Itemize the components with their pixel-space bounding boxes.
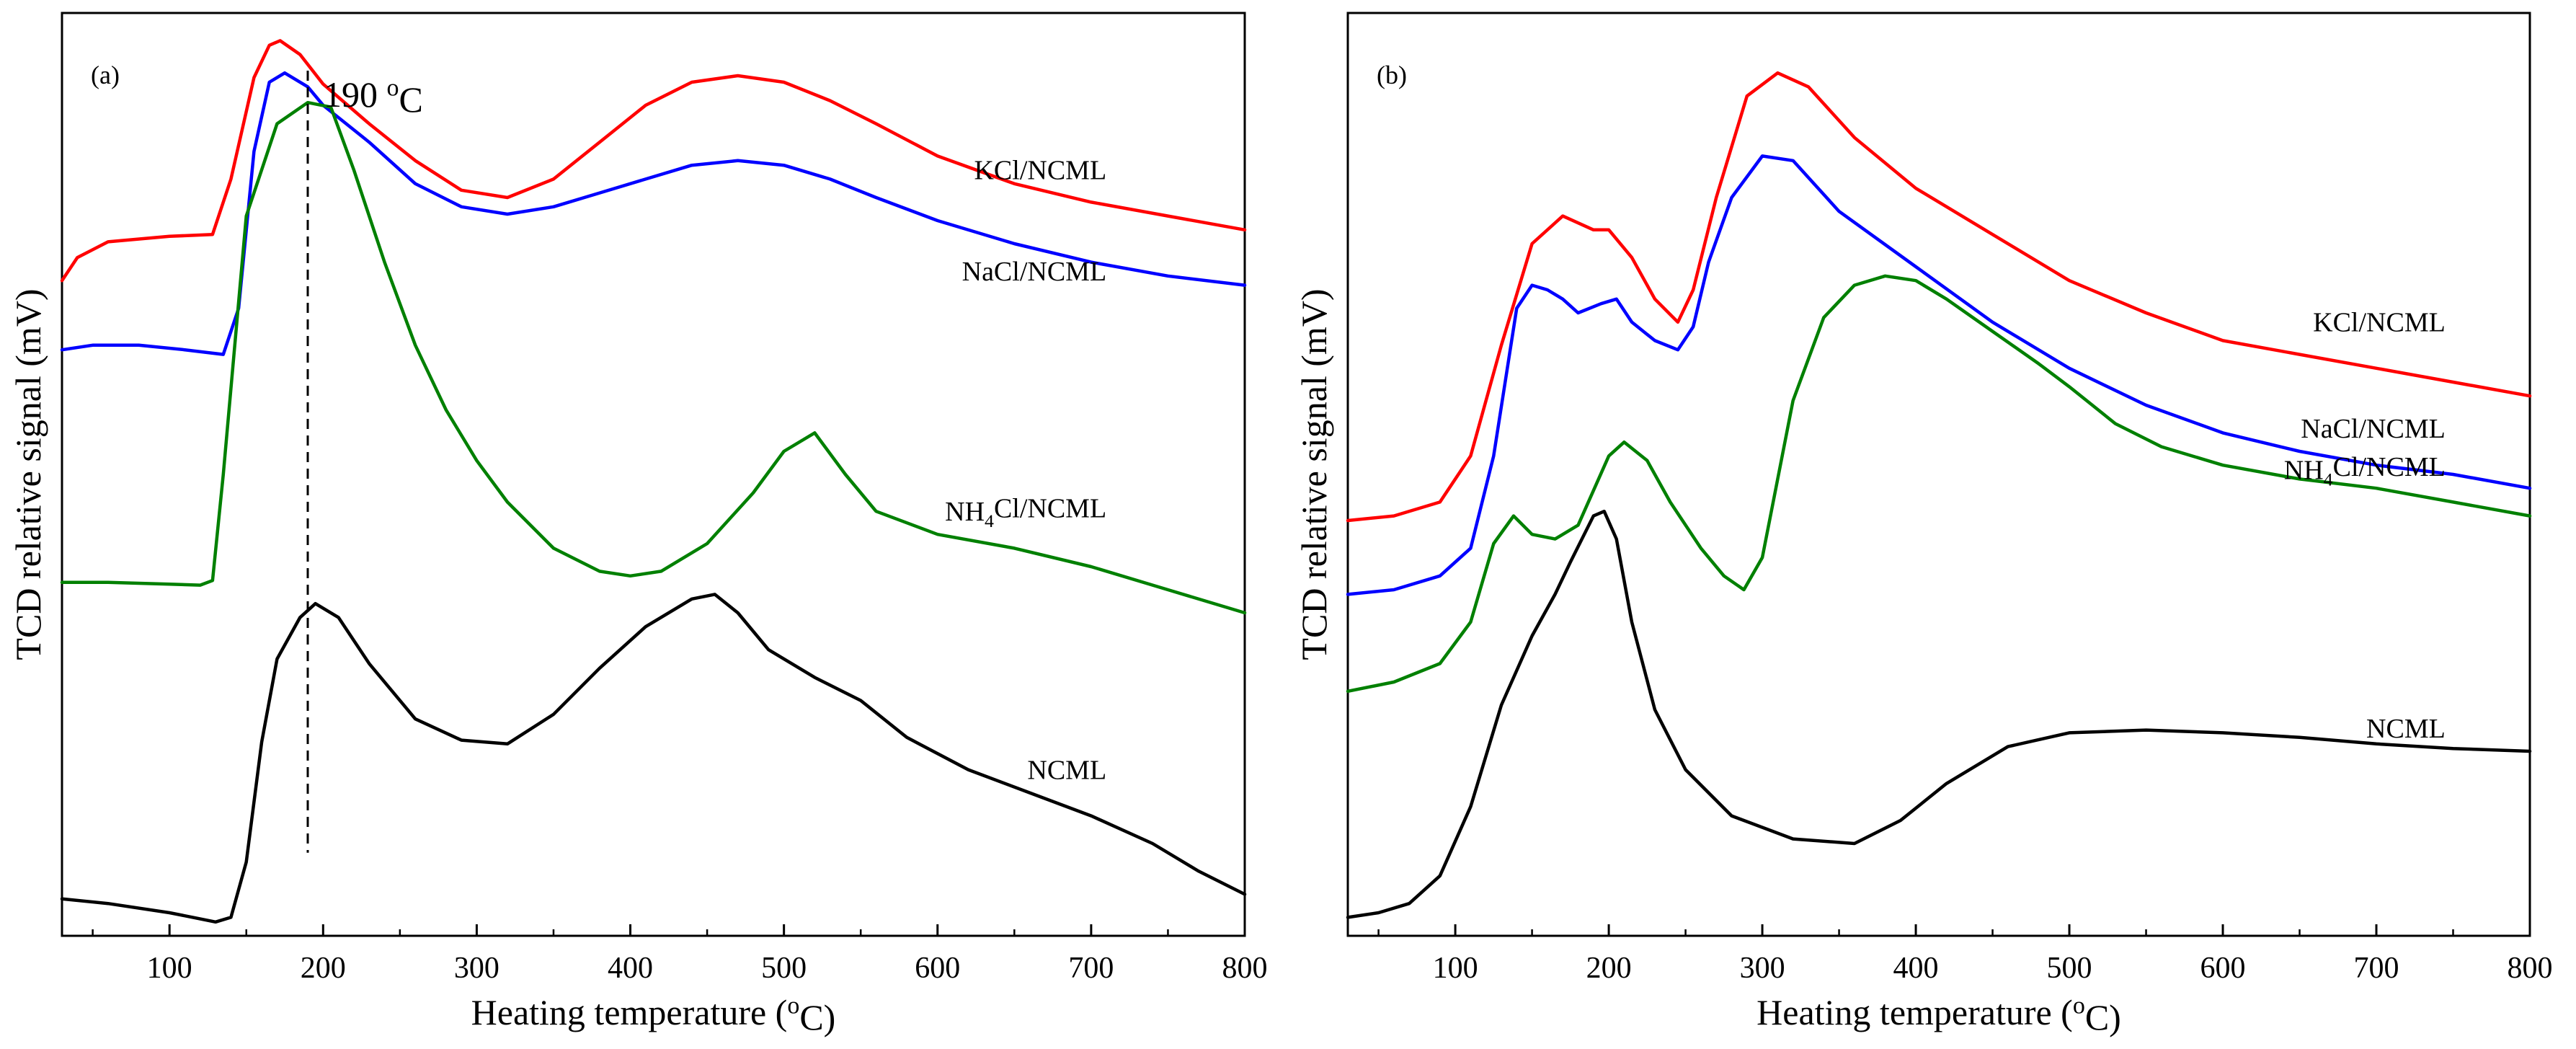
series-line-kcl-ncml xyxy=(60,39,1247,283)
series-line-nacl-ncml xyxy=(1346,154,2532,596)
y-axis-label: TCD relative signal (mV) xyxy=(8,288,48,660)
plot-frame xyxy=(61,12,1246,937)
x-axis-label: Heating temperature (oC) xyxy=(1756,992,2121,1037)
x-tick-label: 400 xyxy=(1893,952,1939,985)
x-tick-label: 700 xyxy=(2354,952,2399,985)
x-tick-label: 500 xyxy=(2047,952,2092,985)
series-line-nh4cl-ncml xyxy=(60,100,1247,615)
series-line-kcl-ncml xyxy=(1346,71,2532,523)
x-tick-label: 300 xyxy=(1740,952,1785,985)
panel-b: 100 200 300 400 500 600 700 800 Heating temperat… xyxy=(1294,12,2553,1037)
x-tick-label: 800 xyxy=(2508,952,2553,985)
x-tick-label: 200 xyxy=(1586,952,1632,985)
x-tick-label: 100 xyxy=(1433,952,1478,985)
series-label: NCML xyxy=(1027,755,1106,785)
x-tick-label: 600 xyxy=(2200,952,2246,985)
series-label: NaCl/NCML xyxy=(962,257,1107,287)
x-tick-label: 500 xyxy=(761,952,807,985)
x-tick-label: 200 xyxy=(301,952,346,985)
panel-label: (b) xyxy=(1377,61,1407,89)
series-label: NH4Cl/NCML xyxy=(2284,452,2446,490)
series-line-ncml xyxy=(60,593,1247,924)
x-tick-label: 800 xyxy=(1222,952,1268,985)
series-line-nacl-ncml xyxy=(60,71,1247,356)
series-label: KCl/NCML xyxy=(974,155,1106,185)
plot-frame xyxy=(1346,12,2531,937)
series-label: NaCl/NCML xyxy=(2301,414,2446,444)
series-label: KCl/NCML xyxy=(2313,308,2446,338)
series-label: NCML xyxy=(2366,714,2446,744)
panel-label: (a) xyxy=(91,61,120,89)
x-tick-label: 300 xyxy=(454,952,499,985)
series-label: NH4Cl/NCML xyxy=(945,494,1106,531)
series-line-ncml xyxy=(1346,509,2532,919)
x-tick-label: 600 xyxy=(915,952,960,985)
annotation-text: 190 oC xyxy=(324,74,423,120)
x-axis-label: Heating temperature (oC) xyxy=(471,992,836,1037)
series-line-nh4cl-ncml xyxy=(1346,274,2532,694)
panel-a: 100 200 300 400 500 600 700 800 Heating temperat… xyxy=(8,12,1268,1037)
y-axis-label: TCD relative signal (mV) xyxy=(1294,288,1334,660)
x-tick-label: 400 xyxy=(608,952,653,985)
x-tick-label: 700 xyxy=(1068,952,1114,985)
x-tick-label: 100 xyxy=(147,952,192,985)
